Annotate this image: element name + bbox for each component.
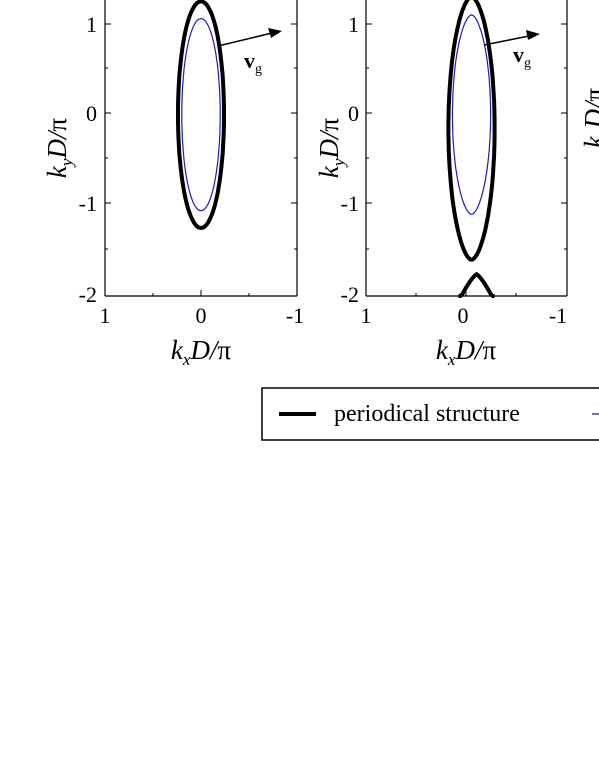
panel-2-effective-contour [451, 14, 492, 216]
panel-2-xlabel: kxD/π [436, 335, 497, 369]
panel-2-xtick-1: 1 [361, 303, 372, 328]
legend-box [261, 387, 599, 441]
legend: periodical structure [261, 387, 599, 441]
panel-1-vg-label: vg [244, 48, 262, 77]
panel-2-xtick-neg1: -1 [549, 303, 567, 328]
panel-1-xlabel: kxD/π [171, 335, 232, 369]
panel-3-partial: kyD/π [579, 88, 599, 149]
panel-1-ylabel: kyD/π [42, 118, 76, 179]
panel-1-vg-arrowhead [268, 28, 282, 38]
panel-1-effective-contour [181, 18, 221, 212]
panel-2-ytick-0: 0 [348, 101, 359, 126]
panel-1-xtick-0: 0 [196, 303, 207, 328]
panel-2-periodic-lower-branch [458, 271, 495, 298]
panel-2-periodic-contour [446, 0, 497, 262]
panel-1-xtick-1: 1 [100, 303, 111, 328]
legend-label-periodic: periodical structure [334, 401, 520, 427]
panel-2-xtick-0: 0 [458, 303, 469, 328]
panel-1-ticks [105, 23, 297, 296]
panel-1-ytick-0: 0 [86, 101, 97, 126]
panel-1: 1 0 -1 -2 1 0 -1 vg kyD/π kxD/π [42, 0, 304, 369]
panel-2-vg-label: vg [513, 42, 531, 71]
panel-2: 1 0 -1 -2 1 0 -1 vg kyD/π kxD/π [314, 0, 568, 369]
panel-1-periodic-contour [176, 0, 226, 230]
panel-2-ticks [366, 23, 567, 296]
panel-1-xtick-neg1: -1 [286, 303, 304, 328]
panel-2-ytick-neg2: -2 [341, 282, 359, 307]
panel-1-ytick-1: 1 [86, 12, 97, 37]
panel-1-ytick-neg1: -1 [79, 191, 97, 216]
panel-2-vg-arrow [483, 35, 530, 46]
panel-1-ytick-neg2: -2 [79, 282, 97, 307]
panel-2-vg-arrowhead [526, 30, 540, 40]
panel-1-vg-arrow [217, 32, 273, 47]
panel-2-ylabel: kyD/π [314, 118, 348, 179]
panel-3-ylabel: kyD/π [579, 88, 599, 149]
panel-2-ytick-1: 1 [348, 12, 359, 37]
panel-2-ytick-neg1: -1 [341, 191, 359, 216]
